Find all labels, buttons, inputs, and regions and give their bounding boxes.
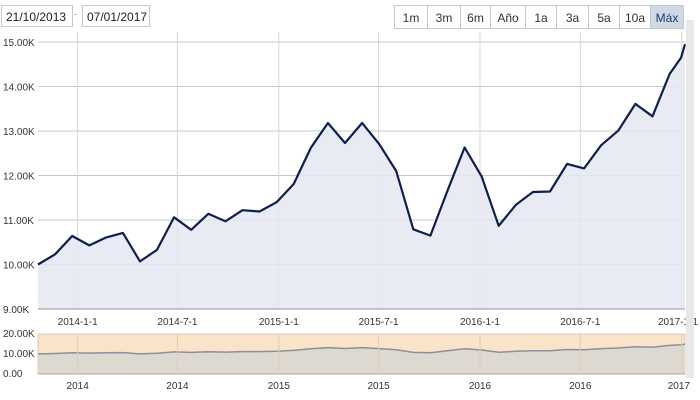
- navigator-x-tick-label: 2014: [166, 381, 189, 392]
- range-button-1m[interactable]: 1m: [394, 5, 428, 29]
- x-tick-label: 2017-1-1: [658, 317, 698, 328]
- range-button-5a[interactable]: 5a: [588, 5, 620, 29]
- navigator-x-tick-label: 2015: [367, 381, 390, 392]
- x-tick-label: 2016-1-1: [460, 317, 500, 328]
- y-tick-label: 9.00K: [3, 305, 29, 316]
- y-tick-label: 14.00K: [3, 83, 35, 94]
- x-tick-label: 2016-7-1: [560, 317, 600, 328]
- date-from-input[interactable]: 21/10/2013: [1, 5, 73, 27]
- navigator-x-tick-label: 2014: [67, 381, 90, 392]
- range-button-6m[interactable]: 6m: [460, 5, 491, 29]
- y-tick-label: 15.00K: [3, 38, 35, 49]
- navigator-y-tick-label: 20.00K: [3, 329, 35, 340]
- series-line: [37, 43, 687, 266]
- navigator-x-tick-label: 2016: [469, 381, 492, 392]
- range-button-10a[interactable]: 10a: [619, 5, 651, 29]
- scrollbar-track: [686, 20, 694, 378]
- x-tick-label: 2015-7-1: [359, 317, 399, 328]
- navigator-x-tick-label: 2017: [668, 381, 691, 392]
- range-selector: 1m 3m 6m Año 1a 3a 5a 10a Máx: [394, 5, 684, 29]
- range-button-1a[interactable]: 1a: [525, 5, 557, 29]
- navigator-y-tick-label: 0.00: [3, 369, 23, 380]
- range-button-max[interactable]: Máx: [650, 5, 684, 29]
- y-tick-label: 12.00K: [3, 172, 35, 183]
- y-tick-label: 13.00K: [3, 127, 35, 138]
- navigator-x-tick-label: 2016: [569, 381, 592, 392]
- x-tick-label: 2014-7-1: [157, 317, 197, 328]
- navigator-y-tick-label: 10.00K: [3, 349, 35, 360]
- range-button-3m[interactable]: 3m: [427, 5, 461, 29]
- date-range-separator: -: [74, 9, 77, 19]
- y-tick-label: 10.00K: [3, 261, 35, 272]
- date-to-input[interactable]: 07/01/2017: [82, 5, 150, 27]
- x-tick-label: 2015-1-1: [259, 317, 299, 328]
- navigator-x-tick-label: 2015: [268, 381, 291, 392]
- series-area: [38, 44, 685, 309]
- navigator-line: [37, 343, 686, 355]
- y-tick-label: 11.00K: [3, 216, 34, 227]
- x-tick-label: 2014-1-1: [58, 317, 98, 328]
- range-button-ano[interactable]: Año: [490, 5, 526, 29]
- range-button-3a[interactable]: 3a: [556, 5, 589, 29]
